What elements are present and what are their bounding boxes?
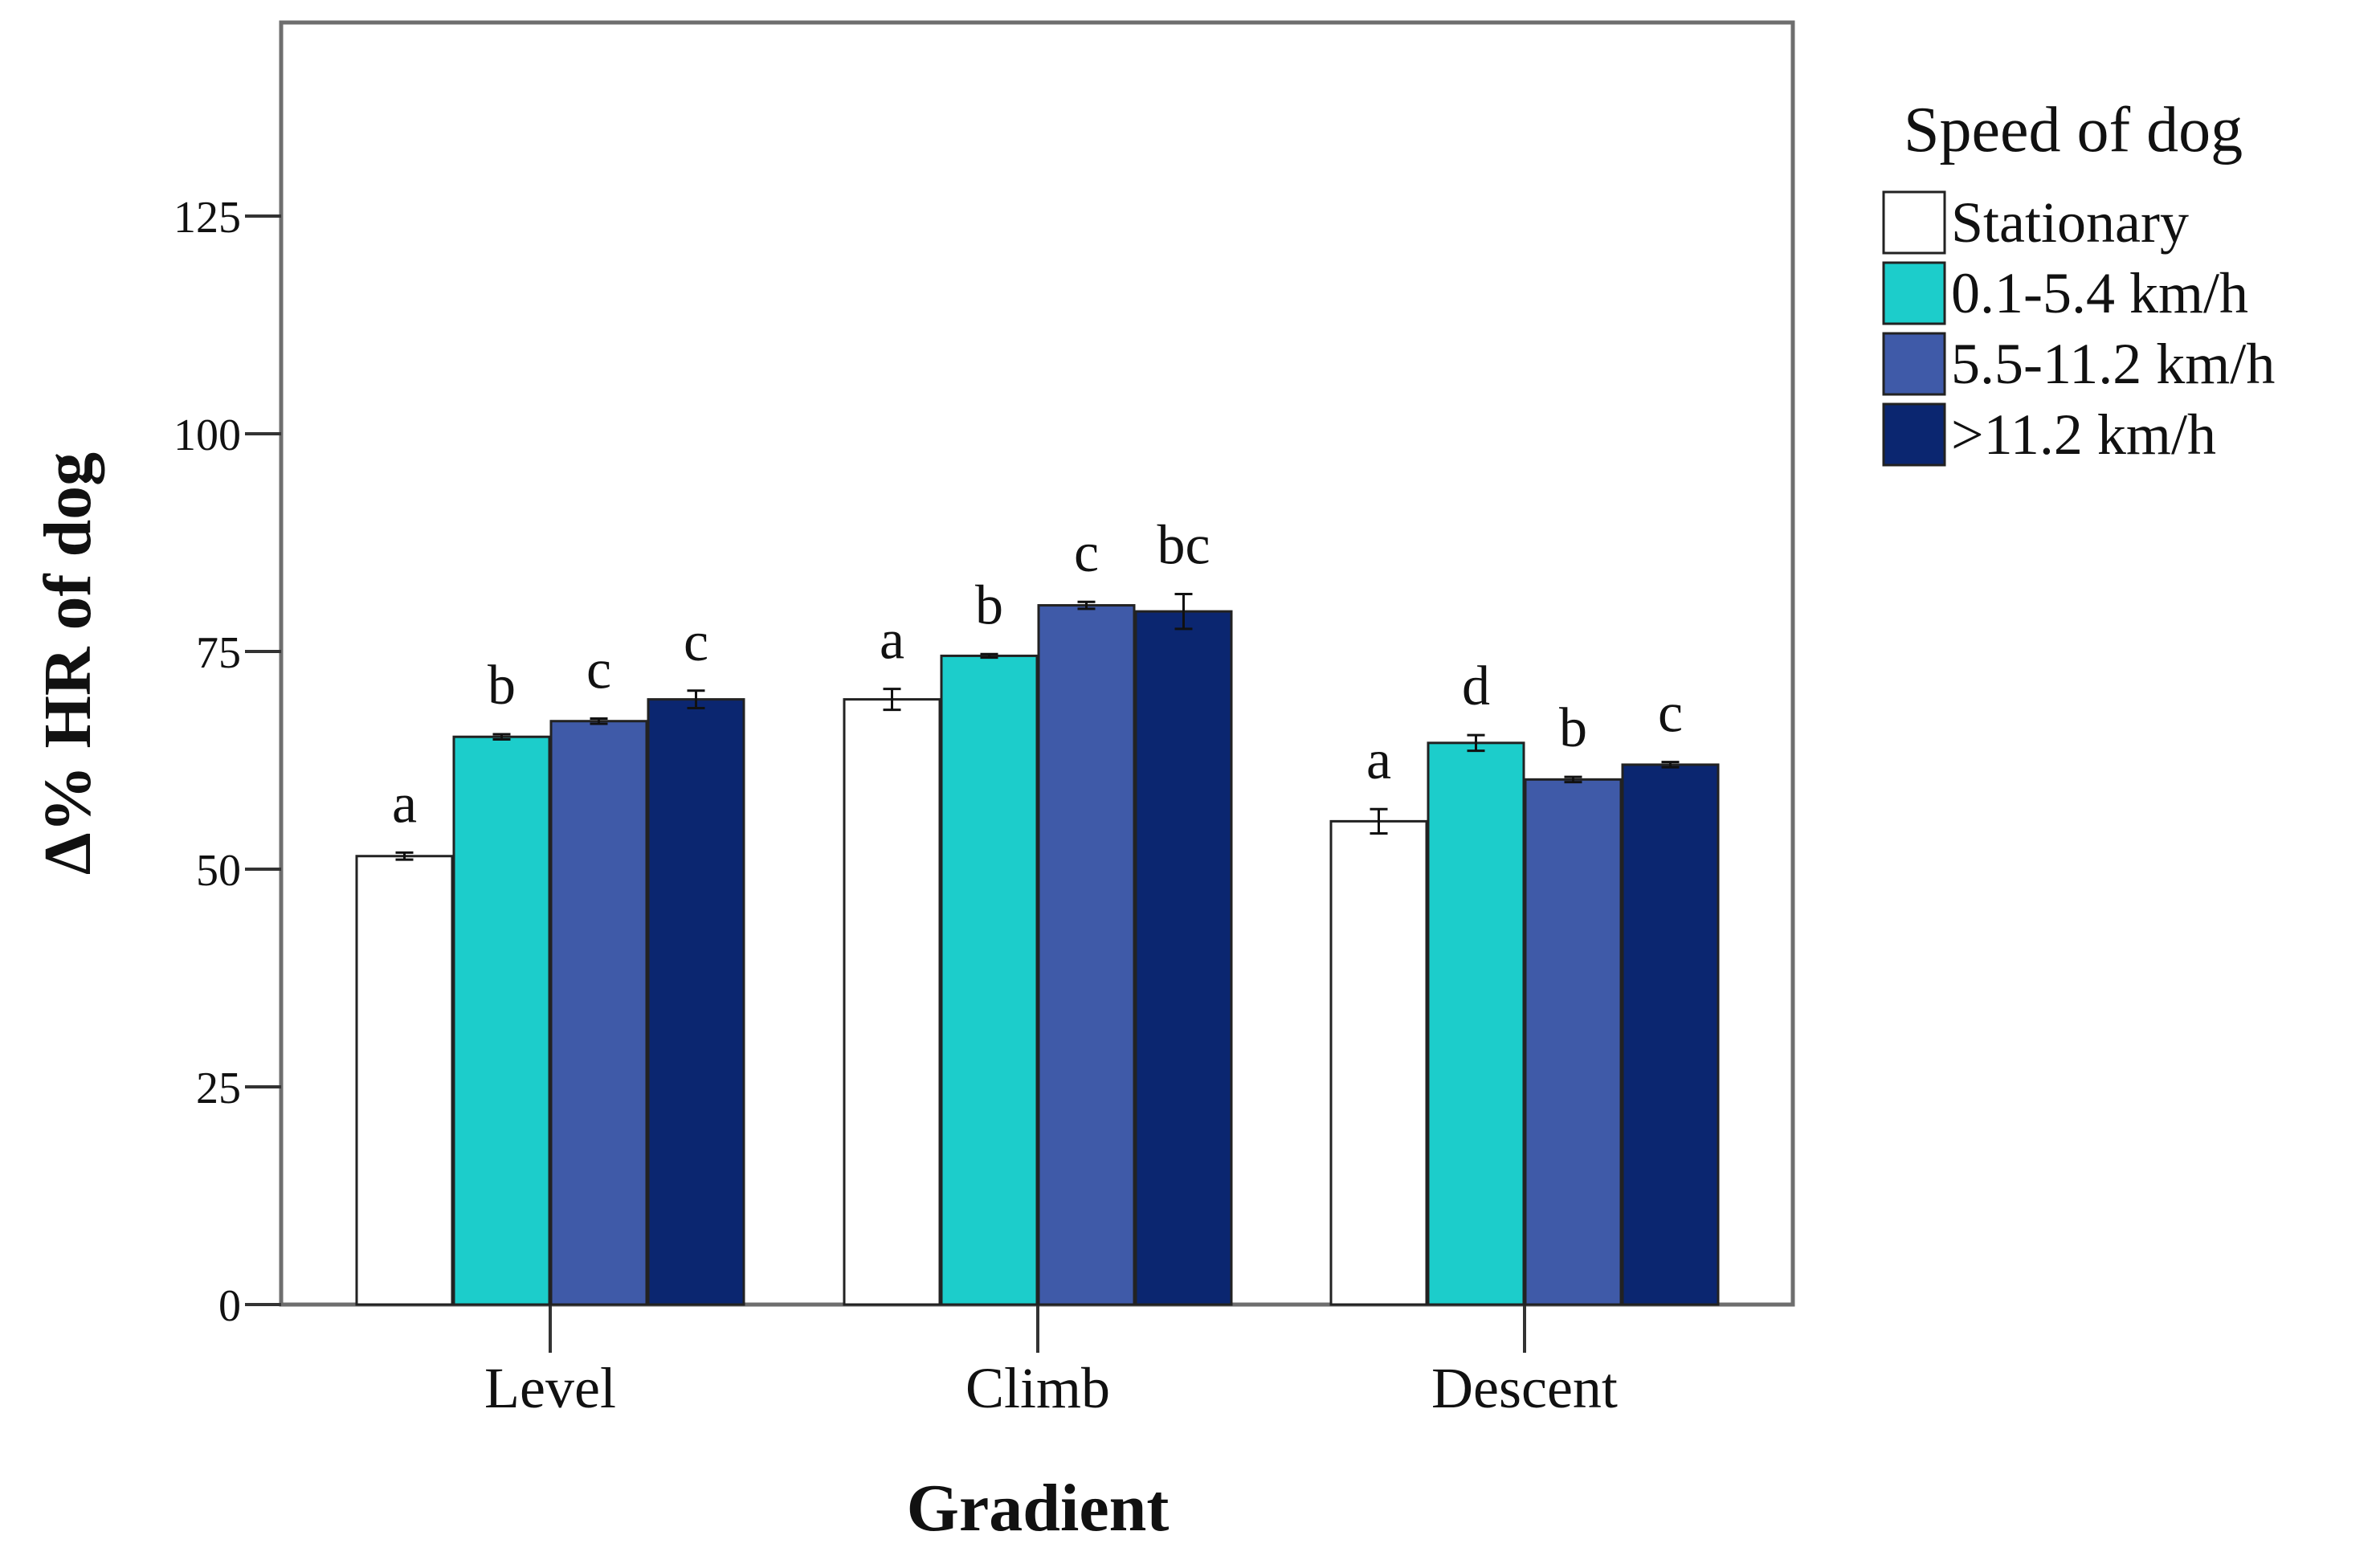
significance-letter: bc (1157, 514, 1210, 576)
significance-letter: b (975, 574, 1003, 636)
bar (355, 855, 454, 1306)
bars (355, 604, 1720, 1306)
x-category-label: Descent (1431, 1356, 1618, 1420)
bar (1329, 819, 1428, 1306)
significance-letter: b (488, 655, 516, 717)
bar (452, 735, 551, 1306)
legend-label: Stationary (1951, 190, 2189, 255)
bar (843, 698, 941, 1306)
significance-letter: a (392, 773, 417, 835)
bar (940, 654, 1039, 1306)
significance-letter: c (684, 611, 708, 673)
bar (1037, 604, 1136, 1306)
legend-label: 0.1-5.4 km/h (1951, 261, 2248, 325)
legend-title: Speed of dog (1904, 95, 2243, 165)
x-category-label: Climb (965, 1356, 1110, 1420)
bar (647, 698, 745, 1306)
significance-letter: c (1658, 683, 1683, 745)
bar (549, 720, 648, 1306)
y-axis-title: Δ% HR of dog (31, 452, 105, 875)
y-tick-label: 75 (196, 628, 241, 678)
y-tick-label: 50 (196, 846, 241, 896)
significance-letter: a (880, 610, 904, 672)
significance-letter: c (586, 639, 611, 700)
y-tick-label: 100 (173, 410, 241, 460)
bar (1621, 763, 1720, 1306)
bar (1427, 741, 1525, 1306)
y-tick-label: 0 (218, 1281, 241, 1331)
bar (1134, 610, 1233, 1306)
legend-swatch (1882, 332, 1946, 396)
legend-label: >11.2 km/h (1951, 402, 2216, 467)
legend-swatch (1882, 402, 1946, 467)
error-bars (395, 592, 1680, 861)
significance-letter: c (1074, 522, 1099, 584)
y-tick-label: 25 (196, 1064, 241, 1113)
x-axis: Level Climb Descent (484, 1305, 1618, 1420)
significance-letter: d (1462, 655, 1490, 717)
significance-letter: b (1559, 697, 1587, 759)
legend-label: 5.5-11.2 km/h (1951, 332, 2275, 396)
y-tick-label: 125 (173, 193, 241, 243)
y-axis: 0 25 50 75 100 125 (173, 193, 281, 1331)
legend-swatch (1882, 190, 1946, 255)
x-axis-title: Gradient (907, 1471, 1170, 1546)
bar (1524, 778, 1623, 1306)
significance-letter: a (1366, 729, 1391, 791)
x-category-label: Level (484, 1356, 616, 1420)
legend-swatch (1882, 261, 1946, 325)
